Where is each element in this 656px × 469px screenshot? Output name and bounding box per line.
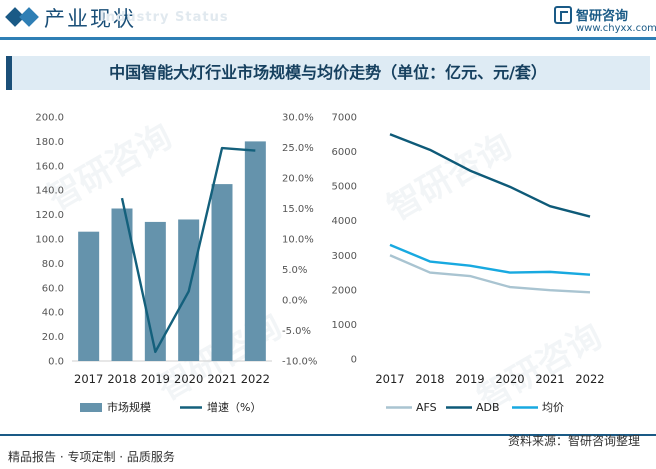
x-axis-tick-label: 2021 [535,372,564,386]
left-axis-tick-label: 140.0 [35,186,64,197]
x-axis-tick-label: 2022 [575,372,604,386]
bar-market-size [211,184,233,361]
right-axis-tick-label: 5.0% [282,265,307,276]
left-axis-tick-label: 180.0 [35,137,64,148]
y-axis-tick-label: 5000 [332,182,357,193]
x-axis-tick-label: 2018 [107,372,136,386]
left-axis-tick-label: 20.0 [42,332,64,343]
right-axis-tick-label: 15.0% [282,204,314,215]
y-axis-tick-label: 6000 [332,147,357,158]
left-axis-tick-label: 200.0 [35,113,64,124]
bar-market-size [78,231,100,361]
line-adb [389,133,591,218]
left-axis-tick-label: 0.0 [48,357,64,368]
legend-item-adb-label: ADB [476,401,500,414]
y-axis-tick-label: 3000 [332,251,357,262]
x-axis-tick-label: 2022 [241,372,270,386]
chart-title: 中国智能大灯行业市场规模与均价走势（单位：亿元、元/套） [109,63,547,82]
legend-label-market-size: 市场规模 [107,400,151,414]
right-axis-tick-label: 0.0% [282,296,307,307]
x-axis-tick-label: 2019 [141,372,170,386]
section-title: 产业现状 [44,7,136,31]
page-header: 产业现状 Industry Status 智研咨询 www.chyxx.com [0,0,656,40]
line-average-price [389,243,591,276]
legend-swatch-market-size [80,403,102,412]
legend-label-growth: 增速（%） [207,400,261,414]
footer-tagline: 精品报告 · 专项定制 · 品质服务 [8,450,175,464]
left-axis-tick-label: 120.0 [35,210,64,221]
chart-title-band: 中国智能大灯行业市场规模与均价走势（单位：亿元、元/套） [6,56,650,90]
legend-item-average-price-label: 均价 [542,401,564,414]
y-axis-tick-label: 0 [351,355,357,366]
y-axis-tick-label: 1000 [332,320,357,331]
left-axis-tick-label: 80.0 [42,259,64,270]
x-axis-tick-label: 2020 [495,372,524,386]
line-growth-rate [120,146,256,354]
right-axis-tick-label: 25.0% [282,143,314,154]
x-axis-tick-label: 2019 [455,372,484,386]
x-axis-tick-label: 2017 [74,372,103,386]
brand-url: www.chyxx.com [576,23,656,34]
brand-name: 智研咨询 [576,9,629,24]
footer-source: 资料来源：智研咨询整理 [507,434,640,448]
left-axis-tick-label: 60.0 [42,283,64,294]
line-afs [389,254,591,294]
right-axis-tick-label: -10.0% [282,357,317,368]
y-axis-tick-label: 7000 [332,113,357,124]
left-axis-tick-label: 160.0 [35,161,64,172]
footer-divider [0,434,656,436]
charts-canvas: 0.0 20.0 40.0 60.0 80.0 100.0 120.0 140.0 160.0 1… [35,113,604,415]
bar-market-size [111,208,133,361]
left-axis-tick-label: 100.0 [35,235,64,246]
right-axis-tick-label: -5.0% [282,326,311,337]
right-axis-tick-label: 10.0% [282,235,314,246]
bar-market-size [244,141,266,361]
brand-logo: 智研咨询 www.chyxx.com [554,4,656,38]
right-axis-tick-label: 20.0% [282,174,314,185]
y-axis-tick-label: 2000 [332,285,357,296]
x-axis-tick-label: 2020 [174,372,203,386]
legend-item-afs-label: AFS [416,401,437,414]
y-axis-tick-label: 4000 [332,216,357,227]
section-watermark-text: Industry Status [100,10,229,25]
brand-logo-icon [554,6,572,24]
right-axis-tick-label: 30.0% [282,113,314,124]
x-axis-tick-label: 2018 [415,372,444,386]
x-axis-tick-label: 2017 [375,372,404,386]
header-divider [0,37,656,40]
left-axis-tick-label: 40.0 [42,308,64,319]
x-axis-tick-label: 2021 [207,372,236,386]
